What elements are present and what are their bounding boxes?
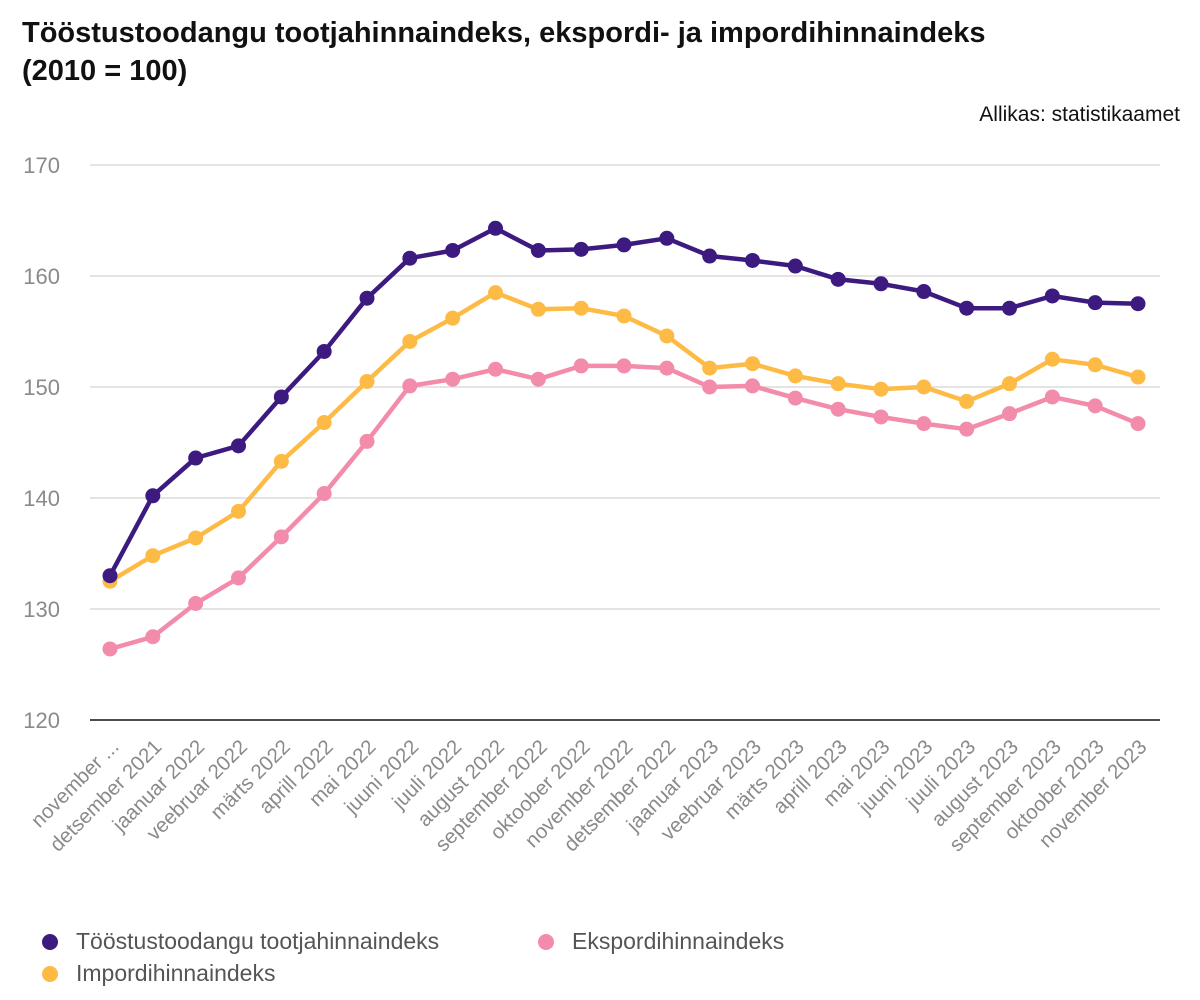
data-point [188, 595, 204, 611]
data-point [1130, 369, 1146, 385]
y-tick-label: 120 [23, 708, 60, 733]
y-tick-label: 140 [23, 486, 60, 511]
data-point [1087, 357, 1103, 373]
data-point [359, 433, 375, 449]
data-point [702, 248, 718, 264]
data-point [530, 242, 546, 258]
legend-item: Tööstustoodangu tootjahinnaindeks [42, 928, 439, 955]
data-point [273, 389, 289, 405]
data-point [659, 328, 675, 344]
chart-title-line2: (2010 = 100) [22, 55, 188, 87]
legend-label: Impordihinnaindeks [76, 960, 276, 986]
data-point [702, 379, 718, 395]
source-label: Allikas: statistikaamet [979, 103, 1180, 126]
data-point [145, 629, 161, 645]
data-point [1130, 296, 1146, 312]
data-point [402, 250, 418, 266]
legend-marker-icon [42, 933, 58, 950]
data-point [745, 378, 760, 394]
data-point [916, 416, 932, 432]
data-point [573, 358, 589, 374]
data-point [873, 381, 889, 397]
data-point [573, 300, 589, 316]
data-point [745, 356, 760, 372]
data-point [1002, 406, 1017, 422]
data-point [1044, 389, 1060, 405]
chart-title: Tööstustoodangu tootjahinnaindeks, ekspo… [22, 14, 1162, 90]
data-point [188, 530, 204, 546]
y-tick-label: 170 [23, 153, 60, 178]
data-point [830, 271, 846, 287]
series-line [107, 226, 1141, 578]
data-point [616, 308, 632, 324]
data-point [273, 529, 289, 545]
data-point [787, 258, 803, 274]
data-point [659, 360, 675, 376]
legend-marker-icon [538, 933, 554, 950]
data-point [616, 358, 632, 374]
data-point [1002, 300, 1017, 316]
data-point [573, 241, 589, 257]
data-point [445, 242, 461, 258]
data-point [702, 360, 718, 376]
data-point [830, 401, 846, 417]
data-point [488, 285, 503, 301]
data-point [1044, 351, 1060, 367]
data-point [145, 488, 161, 504]
data-point [916, 284, 932, 300]
data-point [830, 376, 846, 392]
y-tick-label: 160 [23, 264, 60, 289]
data-point [359, 290, 375, 306]
series-line [107, 363, 1141, 652]
data-point [102, 568, 118, 584]
data-point [402, 378, 418, 394]
data-point [530, 371, 546, 387]
data-point [488, 361, 503, 377]
legend-item: Ekspordihinnaindeks [538, 928, 784, 955]
data-point [231, 438, 246, 454]
data-point [359, 373, 375, 389]
data-point [145, 548, 161, 564]
data-point [1130, 416, 1146, 432]
data-point [1087, 398, 1103, 414]
data-point [316, 486, 332, 502]
data-point [188, 450, 204, 466]
data-point [959, 300, 975, 316]
legend-label: Ekspordihinnaindeks [572, 928, 785, 954]
data-point [445, 310, 461, 326]
y-tick-label: 130 [23, 597, 60, 622]
data-point [787, 390, 803, 406]
y-tick-label: 150 [23, 375, 60, 400]
data-point [959, 393, 975, 409]
chart-title-line1: Tööstustoodangu tootjahinnaindeks, ekspo… [22, 17, 986, 49]
data-point [873, 409, 889, 425]
data-point [102, 641, 118, 657]
data-point [316, 415, 332, 431]
data-point [273, 453, 289, 469]
data-point [1044, 288, 1060, 304]
data-point [488, 220, 503, 236]
data-point [616, 237, 632, 253]
data-point [873, 276, 889, 292]
series-line [107, 290, 1141, 584]
data-point [316, 343, 332, 359]
data-point [1002, 376, 1017, 392]
data-point [445, 371, 461, 387]
data-point [530, 301, 546, 317]
data-point [1087, 295, 1103, 311]
data-point [659, 230, 675, 246]
data-point [787, 368, 803, 384]
data-point [959, 421, 975, 437]
legend-label: Tööstustoodangu tootjahinnaindeks [76, 928, 440, 954]
data-point [745, 252, 760, 268]
legend-marker-icon [42, 965, 58, 982]
data-point [231, 570, 246, 586]
data-point [231, 503, 246, 519]
legend-item: Impordihinnaindeks [42, 960, 275, 987]
data-point [916, 379, 932, 395]
data-point [402, 333, 418, 349]
